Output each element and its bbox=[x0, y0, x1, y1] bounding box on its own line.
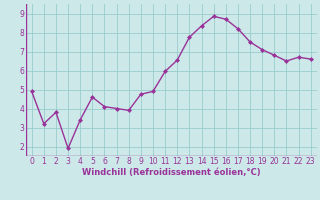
X-axis label: Windchill (Refroidissement éolien,°C): Windchill (Refroidissement éolien,°C) bbox=[82, 168, 260, 177]
